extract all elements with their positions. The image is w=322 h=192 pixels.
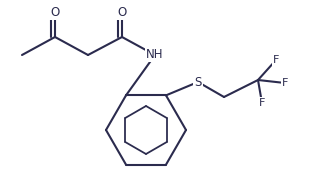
Text: F: F	[282, 78, 288, 88]
Text: O: O	[118, 7, 127, 20]
Text: O: O	[50, 7, 60, 20]
Text: F: F	[273, 55, 279, 65]
Text: F: F	[259, 98, 265, 108]
Text: NH: NH	[146, 49, 164, 61]
Text: S: S	[194, 75, 202, 89]
